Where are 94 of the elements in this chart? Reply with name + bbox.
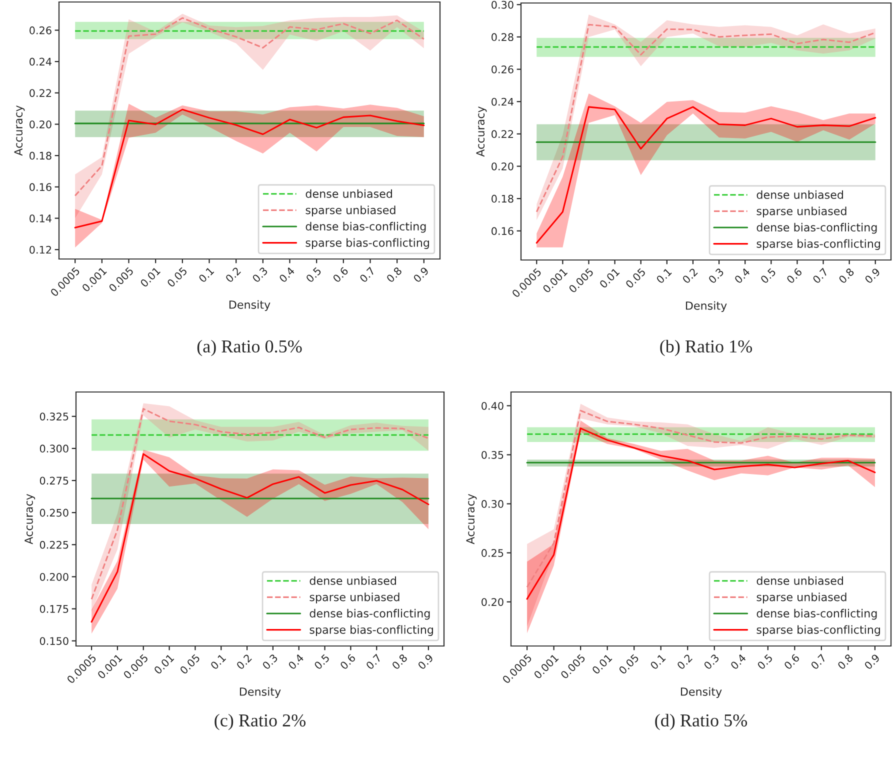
y-tick-label: 0.250: [40, 508, 68, 517]
y-tick-label: 0.14: [30, 214, 52, 222]
x-tick-label: 0.5: [760, 268, 776, 284]
legend-label: dense bias-conflicting: [756, 222, 877, 234]
y-tick-label: 0.24: [492, 98, 514, 106]
x-tick-label: 0.6: [332, 266, 349, 283]
x-tick-label: 0.6: [784, 654, 800, 670]
x-tick-label: 0.9: [864, 654, 880, 670]
legend-label: dense unbiased: [756, 190, 843, 199]
text: (b) Ratio 1%: [660, 340, 752, 356]
x-tick-label: 0.8: [386, 266, 402, 283]
y-tick-label: 0.35: [482, 450, 504, 459]
x-tick-label: 0.4: [288, 653, 304, 670]
legend-label: dense unbiased: [310, 576, 396, 585]
y-tick-label: 0.22: [492, 130, 514, 138]
x-tick-label: 0.7: [359, 266, 376, 283]
y-tick-label: 0.24: [30, 58, 52, 66]
y-tick-label: 0.150: [40, 637, 68, 645]
y-tick-label: 0.300: [40, 444, 68, 453]
y-tick-label: 0.28: [492, 33, 514, 42]
text: (c) Ratio 2%: [214, 714, 306, 730]
x-tick-label: 0.8: [391, 654, 408, 670]
y-tick-label: 0.20: [30, 120, 52, 128]
y-tick-label: 0.325: [40, 412, 68, 420]
x-tick-label: 0.3: [252, 266, 268, 283]
y-tick-label: 0.16: [30, 183, 52, 192]
y-axis-title: Accuracy: [14, 105, 25, 156]
y-tick-label: 0.175: [40, 605, 68, 613]
x-tick-label: 0.5: [305, 266, 322, 283]
y-tick-label: 0.200: [40, 572, 68, 581]
x-axis-title: Density: [680, 687, 722, 698]
x-tick-label: 0.2: [224, 266, 242, 283]
x-tick-label: 0.8: [838, 268, 855, 284]
y-tick-label: 0.26: [30, 26, 52, 34]
y-tick-label: 0.12: [30, 246, 52, 254]
x-tick-label: 0.5: [314, 654, 330, 670]
y-tick-label: 0.225: [40, 540, 68, 549]
legend-label: sparse bias-conflicting: [756, 625, 880, 636]
x-tick-label: 0.5: [756, 654, 773, 670]
x-tick-label: 0.7: [810, 654, 826, 670]
legend-label: sparse bias-conflicting: [306, 238, 429, 249]
text: (a) Ratio 0.5%: [197, 340, 302, 356]
x-tick-label: 0.6: [786, 268, 802, 284]
x-tick-label: 0.1: [650, 654, 666, 670]
x-tick-label: 0.9: [417, 654, 434, 670]
y-tick-label: 0.20: [482, 598, 504, 606]
legend-label: dense bias-conflicting: [310, 608, 430, 620]
line-series: [526, 410, 876, 588]
legend-label: sparse unbiased: [756, 592, 846, 604]
x-axis-title: Density: [229, 300, 270, 311]
legend-label: sparse bias-conflicting: [310, 625, 433, 636]
text: (d) Ratio 5%: [655, 714, 748, 730]
y-tick-label: 0.16: [492, 227, 514, 236]
y-axis-title: Accuracy: [466, 494, 477, 544]
x-tick-label: 0.4: [730, 653, 746, 670]
y-tick-label: 0.30: [492, 0, 514, 9]
y-tick-label: 0.18: [492, 194, 514, 203]
legend-label: dense bias-conflicting: [756, 608, 877, 620]
y-tick-label: 0.20: [492, 162, 514, 170]
x-tick-label: 0.2: [676, 654, 693, 670]
x-tick-label: 0.3: [262, 654, 278, 670]
x-tick-label: 0.8: [837, 654, 854, 670]
y-tick-label: 0.26: [492, 65, 514, 74]
y-axis-title: Accuracy: [476, 106, 487, 157]
x-axis-title: Density: [686, 301, 727, 312]
legend-label: sparse unbiased: [756, 206, 846, 218]
x-tick-label: 0.1: [656, 268, 672, 284]
y-tick-label: 0.25: [482, 549, 504, 557]
x-tick-label: 0.7: [366, 654, 382, 670]
x-tick-label: 0.2: [682, 268, 698, 284]
x-tick-label: 0.7: [812, 268, 828, 284]
legend-label: sparse unbiased: [306, 206, 396, 216]
y-axis-title: Accuracy: [24, 494, 36, 544]
legend-label: sparse unbiased: [310, 592, 400, 604]
y-tick-label: 0.30: [482, 500, 504, 508]
legend-label: sparse bias-conflicting: [756, 239, 880, 250]
x-tick-label: 0.9: [864, 268, 881, 284]
x-axis-title: Density: [240, 687, 281, 698]
x-tick-label: 0.3: [708, 268, 724, 284]
x-tick-label: 0.4: [278, 266, 296, 283]
x-tick-label: 0.6: [340, 654, 356, 670]
y-tick-label: 0.18: [30, 152, 52, 160]
legend-label: dense bias-conflicting: [306, 222, 426, 233]
x-tick-label: 0.1: [210, 654, 226, 670]
x-tick-label: 0.9: [412, 266, 430, 283]
y-tick-label: 0.275: [40, 476, 68, 485]
x-tick-label: 0.3: [703, 654, 720, 670]
legend-label: dense unbiased: [306, 189, 392, 198]
y-tick-label: 0.40: [482, 402, 504, 410]
y-tick-label: 0.22: [30, 89, 52, 97]
x-tick-label: 0.1: [198, 266, 214, 283]
x-tick-label: 0.2: [236, 654, 252, 670]
x-tick-label: 0.4: [734, 267, 750, 284]
legend-label: dense unbiased: [756, 576, 843, 585]
